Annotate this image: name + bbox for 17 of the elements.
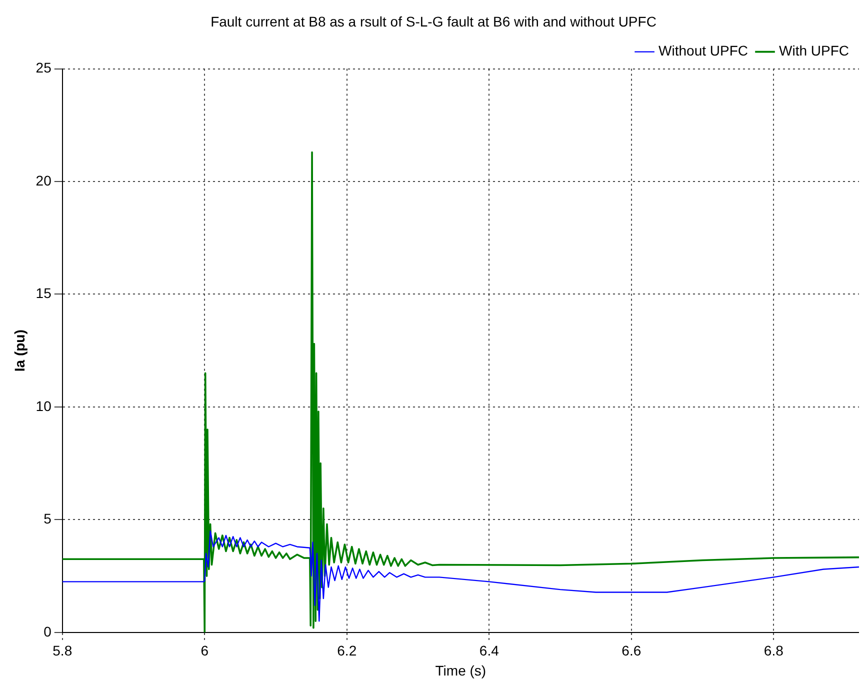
y-tick-label: 20 [36,172,52,188]
legend-label: Without UPFC [658,42,748,59]
y-tick-label: 5 [44,510,52,527]
x-axis-title: Time (s) [435,662,486,678]
y-tick-label: 0 [44,623,52,640]
x-tick-label: 6.4 [479,642,500,659]
x-tick-label: 6.6 [622,642,642,659]
x-tick-label: 6.2 [337,642,357,659]
y-tick-label: 25 [36,60,52,76]
legend-label: With UPFC [779,42,849,59]
x-tick-label: 6 [200,642,209,659]
chart-title: Fault current at B8 as a rsult of S-L-G fault at B6 with and without UPFC [210,13,656,30]
y-axis-title: Ia (pu) [11,330,28,372]
y-tick-label: 10 [36,398,52,414]
x-tick-label: 5.8 [52,642,72,659]
x-tick-label: 6.8 [764,642,784,659]
y-tick-label: 15 [36,285,52,302]
